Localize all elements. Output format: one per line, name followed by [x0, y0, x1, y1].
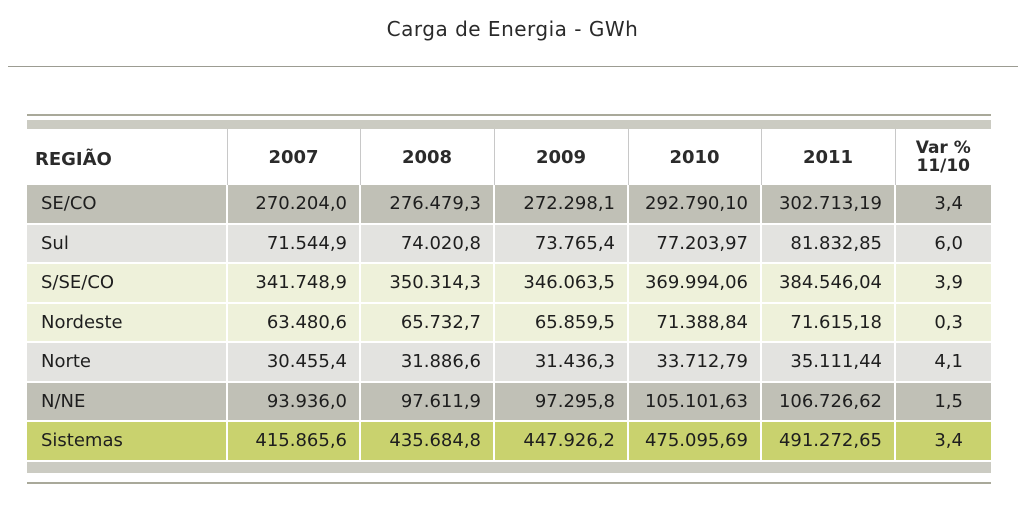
header-year-2007: 2007 [226, 129, 360, 185]
header-variation-line1: Var % [915, 138, 971, 158]
value-cell: 31.886,6 [359, 342, 494, 383]
table-top-band [27, 120, 991, 129]
value-cell: 447.926,2 [493, 421, 628, 462]
region-cell: Norte [27, 342, 227, 383]
value-cell: 105.101,63 [627, 381, 761, 422]
value-cell: 346.063,5 [493, 263, 628, 304]
value-cell: 74.020,8 [359, 223, 494, 264]
value-cell: 71.388,84 [627, 302, 761, 343]
value-cell: 276.479,3 [359, 185, 494, 225]
table-header-row: REGIÃO 2007 2008 2009 2010 2011 Var % 11… [27, 129, 991, 185]
energy-load-table: REGIÃO 2007 2008 2009 2010 2011 Var % 11… [27, 129, 991, 462]
table-row: Norte 30.455,4 31.886,6 31.436,3 33.712,… [27, 342, 991, 383]
table-row-total: Sistemas 415.865,6 435.684,8 447.926,2 4… [27, 421, 991, 462]
table-bottom-band [27, 461, 991, 473]
value-cell: 65.859,5 [493, 302, 628, 343]
region-cell: Sistemas [27, 421, 227, 462]
page-title: Carga de Energia - GWh [386, 17, 639, 41]
value-cell: 350.314,3 [359, 263, 494, 304]
table-row: SE/CO 270.204,0 276.479,3 272.298,1 292.… [27, 185, 991, 225]
value-cell: 63.480,6 [226, 302, 360, 343]
value-cell: 30.455,4 [226, 342, 360, 383]
title-divider [8, 66, 1018, 67]
value-cell: 106.726,62 [760, 381, 895, 422]
value-cell: 71.544,9 [226, 223, 360, 264]
region-cell: Nordeste [27, 302, 227, 343]
table-row: Nordeste 63.480,6 65.732,7 65.859,5 71.3… [27, 302, 991, 343]
value-cell: 97.295,8 [493, 381, 628, 422]
region-cell: N/NE [27, 381, 227, 422]
value-cell: 73.765,4 [493, 223, 628, 264]
variation-cell: 0,3 [894, 302, 991, 343]
value-cell: 435.684,8 [359, 421, 494, 462]
value-cell: 384.546,04 [760, 263, 895, 304]
variation-cell: 3,4 [894, 185, 991, 225]
value-cell: 302.713,19 [760, 185, 895, 225]
value-cell: 272.298,1 [493, 185, 628, 225]
value-cell: 292.790,10 [627, 185, 761, 225]
variation-cell: 3,9 [894, 263, 991, 304]
header-variation: Var % 11/10 [894, 129, 991, 185]
header-region: REGIÃO [35, 148, 112, 170]
value-cell: 97.611,9 [359, 381, 494, 422]
value-cell: 475.095,69 [627, 421, 761, 462]
value-cell: 341.748,9 [226, 263, 360, 304]
table-top-rule [27, 114, 991, 116]
table-bottom-rule [27, 481, 991, 484]
variation-cell: 3,4 [894, 421, 991, 462]
header-year-2010: 2010 [627, 129, 761, 185]
energy-load-table-container: REGIÃO 2007 2008 2009 2010 2011 Var % 11… [27, 114, 991, 484]
header-year-2011: 2011 [760, 129, 895, 185]
region-cell: SE/CO [27, 185, 227, 225]
variation-cell: 1,5 [894, 381, 991, 422]
variation-cell: 4,1 [894, 342, 991, 383]
value-cell: 270.204,0 [226, 185, 360, 225]
header-year-2009: 2009 [493, 129, 628, 185]
value-cell: 65.732,7 [359, 302, 494, 343]
table-row: N/NE 93.936,0 97.611,9 97.295,8 105.101,… [27, 381, 991, 422]
value-cell: 491.272,65 [760, 421, 895, 462]
table-row: S/SE/CO 341.748,9 350.314,3 346.063,5 36… [27, 263, 991, 304]
value-cell: 33.712,79 [627, 342, 761, 383]
value-cell: 93.936,0 [226, 381, 360, 422]
region-cell: S/SE/CO [27, 263, 227, 304]
header-year-2008: 2008 [359, 129, 494, 185]
value-cell: 81.832,85 [760, 223, 895, 264]
value-cell: 77.203,97 [627, 223, 761, 264]
value-cell: 369.994,06 [627, 263, 761, 304]
table-row: Sul 71.544,9 74.020,8 73.765,4 77.203,97… [27, 223, 991, 264]
region-cell: Sul [27, 223, 227, 264]
variation-cell: 6,0 [894, 223, 991, 264]
value-cell: 71.615,18 [760, 302, 895, 343]
value-cell: 31.436,3 [493, 342, 628, 383]
value-cell: 415.865,6 [226, 421, 360, 462]
value-cell: 35.111,44 [760, 342, 895, 383]
header-variation-line2: 11/10 [916, 156, 971, 176]
